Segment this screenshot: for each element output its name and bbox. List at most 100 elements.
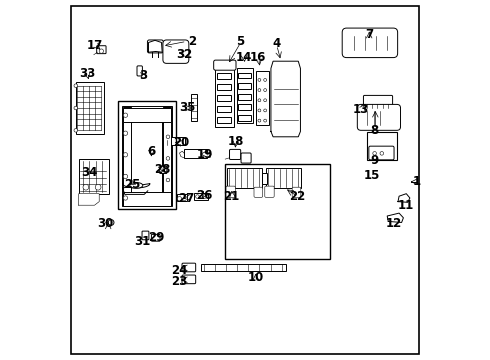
Circle shape bbox=[123, 174, 127, 179]
Bar bbox=[128, 113, 162, 193]
Circle shape bbox=[264, 89, 267, 91]
Polygon shape bbox=[179, 151, 184, 158]
Polygon shape bbox=[398, 194, 410, 202]
Circle shape bbox=[123, 196, 127, 200]
FancyBboxPatch shape bbox=[142, 231, 149, 240]
Circle shape bbox=[196, 195, 199, 198]
Text: 18: 18 bbox=[228, 135, 244, 148]
Polygon shape bbox=[79, 194, 99, 205]
Circle shape bbox=[264, 99, 267, 102]
Text: 34: 34 bbox=[81, 166, 98, 179]
Circle shape bbox=[258, 109, 261, 112]
Bar bbox=[122, 106, 172, 206]
Circle shape bbox=[380, 152, 384, 155]
Bar bbox=[262, 173, 267, 184]
Circle shape bbox=[74, 106, 77, 110]
Circle shape bbox=[74, 129, 77, 132]
Text: 7: 7 bbox=[365, 28, 373, 41]
Text: 19: 19 bbox=[196, 148, 213, 161]
Bar bbox=[79, 159, 109, 194]
Text: 26: 26 bbox=[196, 189, 213, 202]
FancyBboxPatch shape bbox=[147, 40, 163, 53]
FancyBboxPatch shape bbox=[160, 166, 167, 174]
Circle shape bbox=[258, 78, 261, 81]
Circle shape bbox=[264, 109, 267, 112]
Text: 5: 5 bbox=[237, 35, 245, 48]
Polygon shape bbox=[122, 184, 150, 194]
Bar bbox=[238, 94, 251, 100]
Bar bbox=[194, 193, 208, 200]
Circle shape bbox=[177, 197, 182, 201]
Bar bbox=[122, 108, 171, 122]
Circle shape bbox=[258, 89, 261, 91]
FancyBboxPatch shape bbox=[163, 40, 189, 63]
Circle shape bbox=[258, 119, 261, 122]
Circle shape bbox=[166, 135, 170, 139]
Polygon shape bbox=[271, 61, 300, 137]
FancyBboxPatch shape bbox=[214, 60, 236, 70]
Ellipse shape bbox=[130, 183, 143, 188]
Text: 3: 3 bbox=[140, 69, 147, 82]
Circle shape bbox=[74, 84, 77, 87]
Bar bbox=[217, 84, 231, 90]
Bar bbox=[216, 64, 234, 127]
FancyBboxPatch shape bbox=[137, 66, 143, 76]
FancyBboxPatch shape bbox=[226, 186, 235, 197]
Bar bbox=[118, 101, 176, 209]
Text: 35: 35 bbox=[179, 101, 196, 114]
FancyBboxPatch shape bbox=[241, 153, 251, 163]
Bar bbox=[191, 94, 197, 121]
Text: 14: 14 bbox=[236, 51, 252, 64]
Text: 16: 16 bbox=[249, 51, 266, 64]
Bar bbox=[217, 95, 231, 101]
Bar bbox=[176, 194, 187, 201]
Bar bbox=[128, 113, 162, 193]
Bar bbox=[76, 82, 104, 134]
Bar bbox=[238, 115, 251, 121]
Bar bbox=[163, 107, 171, 204]
Text: 11: 11 bbox=[398, 199, 415, 212]
Bar bbox=[217, 106, 231, 112]
Circle shape bbox=[99, 49, 103, 53]
Bar bbox=[368, 132, 397, 160]
Text: 17: 17 bbox=[86, 39, 102, 51]
Bar bbox=[217, 73, 231, 79]
Circle shape bbox=[166, 157, 170, 160]
Text: 21: 21 bbox=[223, 190, 240, 203]
Text: 32: 32 bbox=[176, 48, 193, 60]
Text: 12: 12 bbox=[385, 217, 401, 230]
Text: 9: 9 bbox=[370, 154, 379, 167]
Text: 33: 33 bbox=[79, 67, 96, 80]
Text: 4: 4 bbox=[272, 37, 281, 50]
Text: 22: 22 bbox=[289, 190, 305, 203]
Text: 30: 30 bbox=[97, 217, 114, 230]
FancyBboxPatch shape bbox=[342, 28, 398, 58]
FancyBboxPatch shape bbox=[97, 46, 106, 54]
Circle shape bbox=[264, 78, 267, 81]
Bar bbox=[167, 137, 185, 145]
Text: 27: 27 bbox=[178, 192, 195, 204]
Text: 31: 31 bbox=[134, 235, 150, 248]
Bar bbox=[238, 83, 251, 89]
Circle shape bbox=[123, 153, 127, 157]
Circle shape bbox=[123, 113, 127, 117]
Bar bbox=[225, 164, 330, 259]
Bar bbox=[122, 107, 130, 204]
Text: 15: 15 bbox=[364, 169, 380, 182]
Text: 25: 25 bbox=[124, 178, 141, 191]
Bar bbox=[238, 73, 251, 78]
Circle shape bbox=[108, 220, 114, 225]
FancyBboxPatch shape bbox=[292, 187, 301, 197]
Bar bbox=[237, 68, 253, 123]
Bar bbox=[217, 117, 231, 123]
Text: 20: 20 bbox=[173, 136, 189, 149]
Polygon shape bbox=[387, 213, 403, 222]
Circle shape bbox=[95, 184, 101, 190]
Bar bbox=[266, 168, 301, 188]
Text: 23: 23 bbox=[172, 275, 188, 288]
FancyBboxPatch shape bbox=[182, 263, 196, 272]
FancyBboxPatch shape bbox=[364, 95, 392, 105]
Text: 6: 6 bbox=[147, 145, 155, 158]
Circle shape bbox=[258, 99, 261, 102]
Bar bbox=[184, 149, 207, 158]
